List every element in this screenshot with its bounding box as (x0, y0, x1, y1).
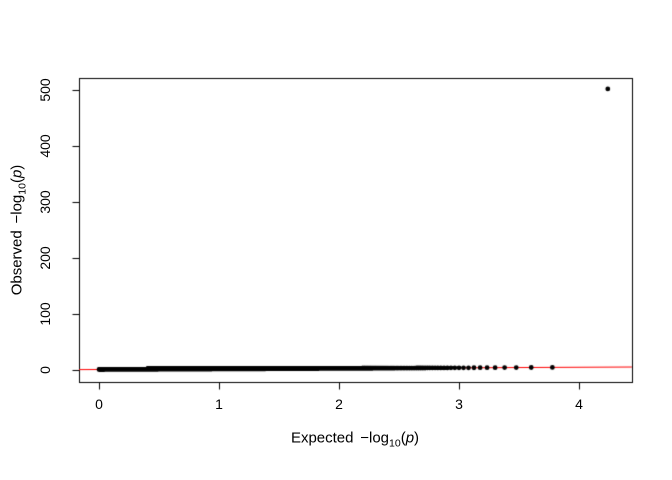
x-tick-label: 0 (95, 396, 103, 412)
y-tick-label: 100 (37, 301, 53, 326)
y-axis-title-variable: p (8, 169, 26, 179)
y-axis-title-subscript: 10 (16, 183, 29, 195)
y-tick-label: 500 (37, 78, 53, 102)
x-axis-title-word: Expected (290, 429, 354, 447)
y-tick-label: 200 (37, 246, 53, 270)
x-axis-title-paren-close: ) (414, 429, 420, 447)
x-axis-title-variable: p (405, 429, 415, 447)
y-tick-label: 400 (37, 134, 53, 158)
y-tick-label: 0 (37, 365, 53, 374)
y-axis-title-func: −log (8, 194, 26, 224)
y-axis-title-paren-close: ) (8, 164, 26, 170)
x-axis-title: Expected −log10(p) (290, 429, 420, 450)
x-tick-label: 2 (335, 396, 343, 412)
x-axis-title-func: −log (360, 429, 390, 447)
x-tick-label: 4 (575, 396, 583, 412)
y-tick-label: 300 (37, 190, 53, 214)
x-tick-label: 1 (215, 396, 223, 412)
y-axis-title: Observed −log10(p) (8, 164, 29, 296)
y-axis-title-paren-open: ( (8, 178, 26, 184)
x-axis-title-subscript: 10 (389, 437, 401, 450)
x-tick-label: 3 (455, 396, 463, 412)
x-axis-title-paren-open: ( (400, 429, 406, 447)
y-axis-title-word: Observed (8, 230, 26, 296)
